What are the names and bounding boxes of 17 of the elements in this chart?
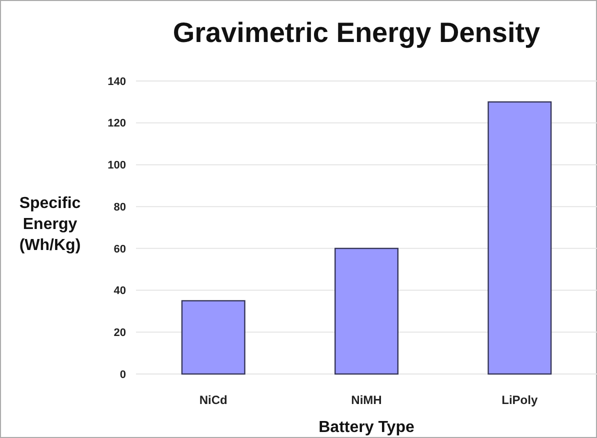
- y-tick-label: 60: [114, 243, 126, 256]
- y-tick-label: 120: [108, 118, 126, 130]
- bar: [488, 101, 552, 375]
- x-axis-title: Battery Type: [318, 419, 414, 436]
- y-tick-label: 40: [114, 285, 126, 298]
- x-tick-label: LiPoly: [502, 393, 538, 407]
- bar: [181, 300, 246, 375]
- chart-title: Gravimetric Energy Density: [172, 17, 541, 48]
- y-tick-label: 20: [114, 326, 126, 339]
- y-tick-label: 80: [114, 201, 126, 214]
- x-tick-label: NiCd: [199, 393, 228, 407]
- y-tick-label: 140: [108, 76, 126, 88]
- x-tick-label: NiMH: [351, 393, 382, 407]
- y-tick-label: 100: [108, 160, 126, 172]
- bar: [334, 248, 398, 375]
- y-axis-title: Specific Energy (Wh/Kg): [19, 195, 81, 254]
- y-tick-label: 0: [120, 368, 126, 381]
